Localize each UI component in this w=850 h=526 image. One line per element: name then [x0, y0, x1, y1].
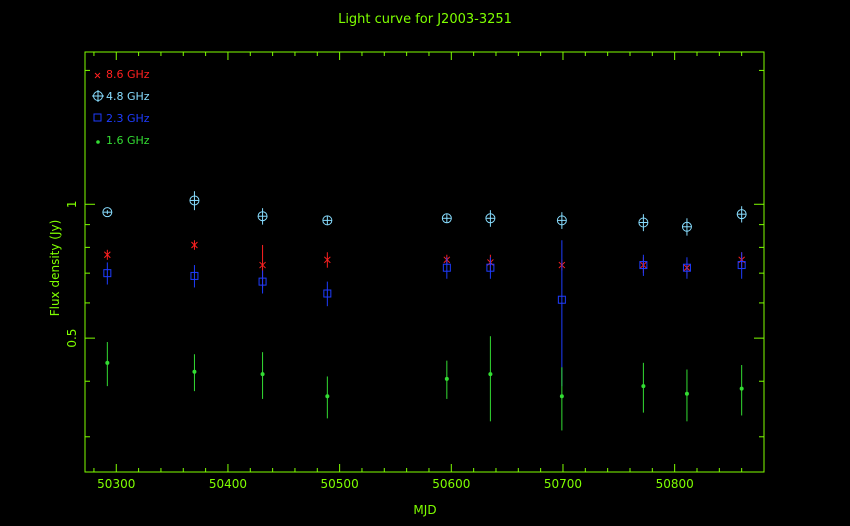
y-tick-label: 1	[65, 200, 79, 208]
square-marker-icon	[93, 113, 102, 122]
x-tick-label: 50800	[656, 477, 694, 491]
x-tick-label: 50300	[97, 477, 135, 491]
plot-frame	[84, 51, 765, 473]
x-tick-label: 50400	[209, 477, 247, 491]
legend-item-1-6ghz: 1.6 GHz	[92, 129, 150, 151]
legend-label: 4.8 GHz	[106, 89, 150, 103]
data-point	[641, 384, 646, 389]
y-tick-label: 0.5	[65, 329, 79, 348]
data-point	[103, 251, 111, 259]
data-point	[488, 372, 493, 377]
data-point	[557, 295, 566, 304]
legend-label: 2.3 GHz	[106, 111, 150, 125]
data-point	[639, 261, 648, 270]
data-point	[444, 376, 449, 381]
legend-item-4-8ghz: 4.8 GHz	[92, 85, 150, 107]
x-marker-icon	[94, 72, 101, 79]
y-axis-label: Flux density (Jy)	[48, 219, 62, 317]
circle-plus-marker-icon	[92, 90, 104, 102]
data-point	[259, 261, 266, 269]
legend-item-2-3ghz: 2.3 GHz	[92, 107, 150, 129]
data-point	[684, 391, 689, 396]
data-point	[190, 271, 199, 280]
x-tick-label: 50500	[321, 477, 359, 491]
data-point	[325, 394, 330, 399]
data-point	[323, 256, 331, 264]
data-point	[682, 263, 691, 272]
data-point	[260, 372, 265, 377]
data-point	[105, 360, 110, 365]
data-point	[103, 269, 112, 278]
data-point	[442, 263, 451, 272]
legend-label: 8.6 GHz	[106, 67, 150, 81]
chart-title: Light curve for J2003-3251	[338, 12, 512, 27]
data-point	[737, 261, 746, 270]
dot-marker-icon	[96, 140, 100, 144]
data-point	[192, 369, 197, 374]
legend-label: 1.6 GHz	[106, 133, 150, 147]
data-point	[486, 263, 495, 272]
legend-item-8-6ghz: 8.6 GHz	[92, 63, 150, 85]
data-point	[559, 394, 564, 399]
x-tick-label: 50700	[544, 477, 582, 491]
chart-legend: 8.6 GHz 4.8 GHz 2.3 GHz 1.6 GHz	[92, 63, 150, 151]
data-point	[323, 289, 332, 298]
data-point	[258, 277, 267, 286]
x-axis-label: MJD	[413, 503, 437, 517]
data-point	[191, 241, 198, 249]
data-point	[739, 386, 744, 391]
x-tick-label: 50600	[432, 477, 470, 491]
